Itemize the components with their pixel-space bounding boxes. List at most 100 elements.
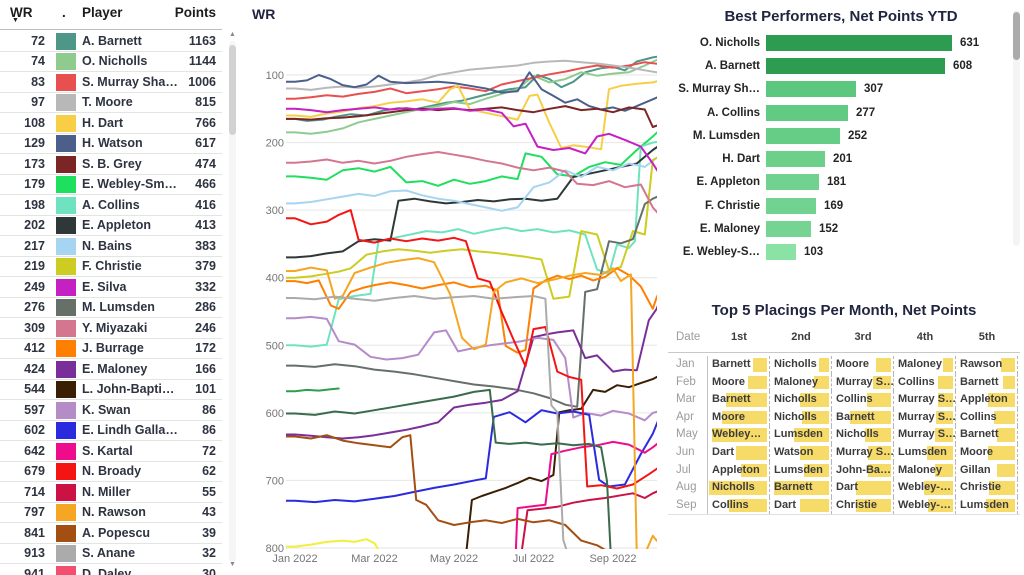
top5-column-header[interactable]: Date — [676, 331, 701, 343]
line-series-unnamed-dark-green[interactable] — [281, 388, 612, 559]
line-series-unnamed-yellow[interactable] — [281, 538, 382, 556]
line-series-y-miyazaki[interactable] — [281, 151, 660, 216]
bar[interactable] — [766, 127, 840, 144]
bar[interactable] — [766, 57, 945, 74]
line-series-m-lumsden[interactable] — [281, 195, 660, 408]
line-series-a-collins[interactable] — [281, 140, 660, 348]
top5-placing-cell[interactable]: Moore — [832, 356, 894, 374]
column-header-wr[interactable]: WR — [10, 5, 33, 20]
top5-placing-cell[interactable]: Dart — [832, 479, 894, 497]
top5-placing-cell[interactable]: Maloney — [894, 356, 956, 374]
top5-placing-cell[interactable]: Nicholls — [770, 408, 832, 427]
top5-placing-cell[interactable]: Murray S… — [894, 426, 956, 444]
table-row[interactable]: 424 E. Maloney 166 — [0, 359, 222, 380]
top5-column-header[interactable]: 4th — [916, 331, 934, 343]
top5-placing-cell[interactable]: Lumsden — [770, 461, 832, 480]
line-series-s-kartal[interactable] — [514, 440, 660, 556]
table-row[interactable]: 173 S. B. Grey 474 — [0, 154, 222, 175]
top5-column-header[interactable]: 1st — [731, 331, 747, 343]
table-row[interactable]: 202 E. Appleton 413 — [0, 216, 222, 236]
table-row[interactable]: 129 H. Watson 617 — [0, 134, 222, 154]
table-row[interactable]: 841 A. Popescu 39 — [0, 523, 222, 544]
top5-placing-cell[interactable]: Moore — [708, 408, 770, 427]
column-header-swatch[interactable]: . — [62, 5, 66, 20]
table-row[interactable]: 544 L. John-Bapti… 101 — [0, 380, 222, 400]
top5-column-header[interactable]: 5th — [978, 331, 996, 343]
line-series-s-murray-shanley[interactable] — [281, 61, 660, 100]
table-row[interactable]: 249 E. Silva 332 — [0, 277, 222, 298]
top5-placing-cell[interactable]: Webley-… — [894, 496, 956, 515]
line-series-j-burrage[interactable] — [281, 267, 660, 354]
table-row[interactable]: 412 J. Burrage 172 — [0, 339, 222, 359]
table-row[interactable]: 74 O. Nicholls 1144 — [0, 52, 222, 72]
top5-placing-cell[interactable]: Nicholls — [770, 356, 832, 374]
bar[interactable] — [766, 174, 819, 191]
top5-placing-cell[interactable]: Webley… — [708, 426, 770, 444]
bar[interactable] — [766, 81, 856, 98]
top5-placing-cell[interactable]: Barnett — [708, 391, 770, 409]
line-series-h-watson[interactable] — [281, 71, 660, 112]
top5-placing-cell[interactable]: Webley-… — [894, 479, 956, 497]
table-row[interactable]: 642 S. Kartal 72 — [0, 441, 222, 462]
table-row[interactable]: 219 F. Christie 379 — [0, 257, 222, 277]
line-series-s-anane[interactable] — [281, 295, 569, 559]
top5-placing-cell[interactable]: John-Ba… — [832, 461, 894, 480]
table-row[interactable]: 913 S. Anane 32 — [0, 544, 222, 564]
scrollbar-track[interactable] — [229, 41, 236, 562]
line-series-e-webley-smith[interactable] — [281, 129, 660, 187]
line-series-n-rawson[interactable] — [281, 257, 660, 556]
top5-placing-cell[interactable]: Lumsden — [956, 496, 1018, 515]
line-series-e-silva[interactable] — [281, 106, 660, 175]
top5-placing-cell[interactable]: Lumsden — [770, 426, 832, 444]
top5-placing-cell[interactable]: Collins — [956, 408, 1018, 427]
top5-placing-cell[interactable]: Rawson — [956, 356, 1018, 374]
top5-placing-cell[interactable]: Nicholls — [832, 426, 894, 444]
top5-placing-cell[interactable]: Nicholls — [708, 479, 770, 497]
bar[interactable] — [766, 104, 848, 121]
top5-placing-cell[interactable]: Christie — [956, 479, 1018, 497]
top5-placing-cell[interactable]: Collins — [708, 496, 770, 515]
top5-placing-cell[interactable]: Dart — [770, 496, 832, 515]
table-row[interactable]: 179 E. Webley-Sm… 466 — [0, 175, 222, 195]
top5-column-header[interactable]: 3rd — [854, 331, 872, 343]
top5-placing-cell[interactable]: Dart — [708, 443, 770, 462]
bar[interactable] — [766, 244, 796, 261]
top5-placing-cell[interactable]: Murray S… — [894, 391, 956, 409]
top5-placing-cell[interactable]: Collins — [894, 373, 956, 392]
line-series-o-nicholls[interactable] — [281, 58, 660, 135]
table-row[interactable]: 797 N. Rawson 43 — [0, 503, 222, 523]
top5-placing-cell[interactable]: Murray S… — [894, 408, 956, 427]
bar[interactable] — [766, 197, 816, 214]
table-row[interactable]: 941 D. Daley 30 — [0, 564, 222, 575]
bar-chart-scrollbar[interactable] — [1013, 10, 1020, 246]
top5-placing-cell[interactable]: Gillan — [956, 461, 1018, 480]
table-row[interactable]: 276 M. Lumsden 286 — [0, 298, 222, 318]
sort-descending-icon[interactable]: ▼ — [12, 17, 19, 24]
line-series-t-moore[interactable] — [281, 59, 660, 91]
top5-placing-cell[interactable]: Lumsden — [894, 443, 956, 462]
top5-placing-cell[interactable]: Collins — [832, 391, 894, 409]
top5-placing-cell[interactable]: Nicholls — [770, 391, 832, 409]
top5-placing-cell[interactable]: Barnett — [956, 426, 1018, 444]
table-row[interactable]: 597 K. Swan 86 — [0, 400, 222, 421]
table-row[interactable]: 72 A. Barnett 1163 — [0, 31, 222, 52]
table-row[interactable]: 217 N. Bains 383 — [0, 236, 222, 257]
table-row[interactable]: 309 Y. Miyazaki 246 — [0, 318, 222, 339]
top5-placing-cell[interactable]: Murray S… — [832, 373, 894, 392]
scroll-up-icon[interactable]: ▲ — [229, 31, 236, 38]
top5-placing-cell[interactable]: Moore — [708, 373, 770, 392]
top5-placing-cell[interactable]: Barnett — [708, 356, 770, 374]
table-row[interactable]: 679 N. Broady 62 — [0, 462, 222, 482]
top5-placing-cell[interactable]: Barnett — [770, 479, 832, 497]
line-series-n-broady[interactable] — [281, 209, 660, 490]
ranking-table-scrollbar[interactable]: ▲ ▼ — [228, 31, 237, 572]
table-row[interactable]: 602 E. Lindh Galla… 86 — [0, 421, 222, 441]
line-series-n-bains[interactable] — [281, 155, 660, 212]
top5-placing-cell[interactable]: Barnett — [956, 373, 1018, 392]
top5-placing-cell[interactable]: Murray S… — [832, 443, 894, 462]
top5-placing-cell[interactable]: Maloney — [770, 373, 832, 392]
top5-placing-cell[interactable]: Maloney — [894, 461, 956, 480]
bar[interactable] — [766, 221, 811, 238]
table-row[interactable]: 198 A. Collins 416 — [0, 195, 222, 216]
scroll-down-icon[interactable]: ▼ — [229, 561, 236, 568]
